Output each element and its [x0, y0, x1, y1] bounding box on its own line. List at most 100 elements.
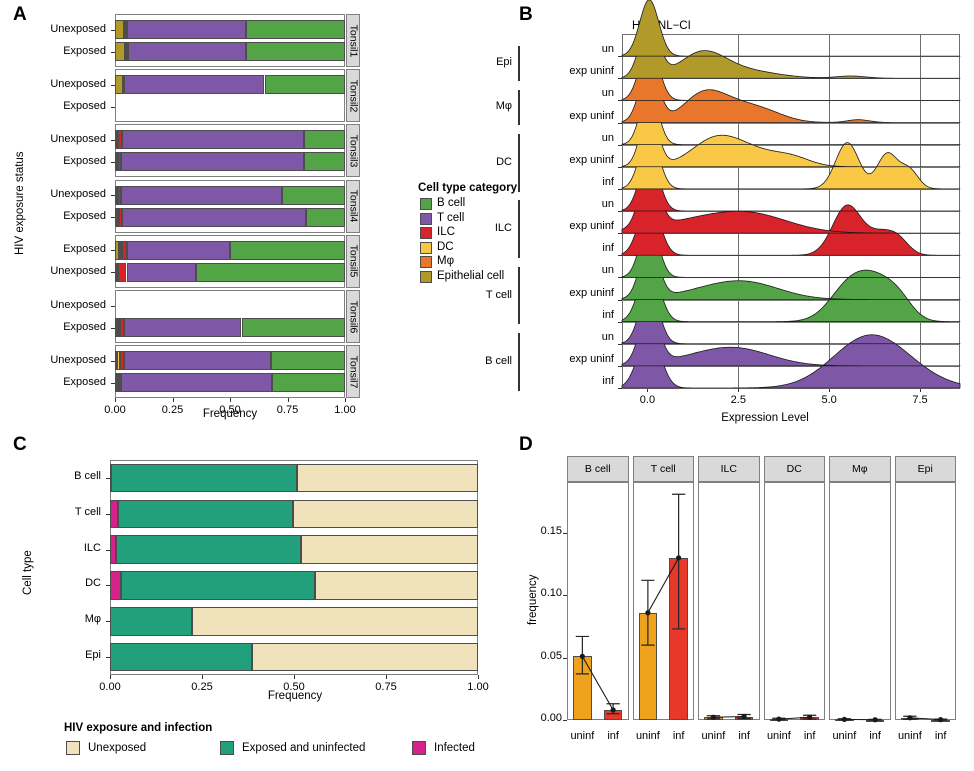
ridge-row-label: un [601, 87, 614, 100]
stacked-bar [115, 20, 345, 39]
bar-column [638, 612, 658, 720]
facet-strip-text: B cell [584, 463, 611, 475]
row-tick [111, 217, 115, 219]
group-label: ILC [494, 222, 512, 235]
bar-segment [272, 373, 345, 393]
x-tick-label: 0.00 [99, 681, 121, 693]
x-tick-mark [738, 388, 740, 392]
bar-segment [301, 535, 478, 564]
bar-segment [110, 535, 117, 564]
x-tick-label: 7.5 [912, 394, 928, 406]
y-tick-label: 0.10 [540, 587, 562, 600]
row-label: Exposed [63, 320, 106, 333]
x-tick-label: 0.0 [639, 394, 656, 406]
bar-column [769, 719, 789, 722]
x-tick-label: 0.25 [191, 681, 213, 693]
bar-column [931, 719, 950, 722]
ridge-row-tick [618, 299, 622, 301]
facet-strip-text: Tonsil3 [347, 134, 359, 168]
legend-key [420, 256, 432, 269]
legend-key [420, 212, 432, 225]
x-category-label: uninf [897, 730, 922, 742]
stacked-bar [115, 351, 345, 371]
x-tick-mark [647, 388, 649, 392]
bar-segment [118, 240, 122, 260]
ridge-row-label: exp uninf [569, 109, 614, 122]
bar-segment [122, 240, 127, 260]
ridge-baseline [622, 255, 960, 257]
row-label: DC [85, 577, 101, 590]
ridge-baseline [622, 365, 960, 367]
x-tick-mark [172, 398, 174, 403]
ridge-baseline [622, 299, 960, 301]
x-category-label: inf [934, 730, 947, 742]
bar-segment [126, 240, 230, 260]
facet-strip-label: Tonsil6 [346, 290, 360, 343]
x-tick-label: 0.00 [104, 404, 126, 417]
bar-segment [123, 75, 265, 95]
bar-segment [119, 318, 125, 337]
x-category-label: inf [607, 730, 619, 742]
facet-strip-label: Tonsil5 [346, 234, 360, 288]
ridge-density-curve [621, 0, 961, 57]
facet-strip-label: Tonsil7 [346, 345, 360, 399]
panel-c-x-axis-title: Frequency [267, 690, 323, 702]
ridge-row-tick [618, 211, 622, 212]
ridge-baseline [622, 56, 960, 58]
bar-segment [241, 318, 345, 337]
facet-panel [698, 482, 760, 720]
group-label: Epi [496, 56, 512, 69]
x-category-label: uninf [701, 730, 726, 742]
legend-label: Epithelial cell [437, 270, 505, 282]
facet-strip-label: Tonsil3 [346, 124, 360, 178]
row-tick [111, 382, 115, 384]
bar-segment [110, 642, 253, 672]
y-tick-mark [563, 720, 567, 721]
row-tick [106, 585, 110, 587]
y-tick-mark [563, 595, 567, 597]
bar-column [669, 557, 688, 720]
ridge-row-tick [618, 388, 622, 389]
ridge-baseline [622, 211, 960, 212]
ridge-row-tick [618, 343, 622, 345]
x-category-label: uninf [570, 730, 595, 742]
row-label: B cell [74, 469, 101, 482]
legend-key [420, 198, 432, 210]
bar-segment [110, 571, 122, 600]
stacked-bar [110, 463, 478, 493]
legend-label: Unexposed [88, 742, 147, 754]
legend-label: Mφ [437, 255, 455, 268]
x-category-label: inf [672, 730, 685, 742]
group-bracket [518, 89, 520, 126]
stacked-bar [115, 207, 345, 227]
panel-d-label: D [519, 434, 533, 455]
row-tick [111, 29, 115, 31]
bar-segment [252, 642, 478, 672]
legend-label: T cell [437, 211, 465, 224]
facet-strip-label: T cell [632, 456, 694, 482]
legend-key [420, 227, 432, 240]
bar-segment [126, 20, 246, 39]
bar-column [734, 716, 754, 720]
ridge-row-tick [618, 321, 622, 323]
panel-d-plot: 0.00 0.05 0.10 0.15 B cell uninf inf T cell unin… [510, 430, 974, 771]
stacked-bar [110, 571, 478, 600]
ridge-baseline [622, 144, 960, 146]
group-bracket [518, 266, 520, 325]
row-tick [111, 139, 115, 141]
ridge-row-tick [618, 255, 622, 257]
facet-strip-label: Tonsil2 [346, 69, 360, 123]
row-label: ILC [83, 541, 101, 554]
bar-column [573, 656, 592, 720]
facet-strip-text: ILC [720, 463, 737, 475]
y-tick-mark [563, 532, 567, 534]
row-label: Unexposed [50, 353, 106, 366]
row-label: Exposed [63, 243, 106, 256]
bar-segment [118, 207, 122, 227]
bar-segment [296, 463, 478, 493]
legend-key [420, 241, 432, 254]
legend-key [412, 741, 426, 755]
row-tick [111, 360, 115, 362]
ridge-row-label: un [601, 264, 614, 277]
ridge-density-curve [621, 154, 961, 212]
